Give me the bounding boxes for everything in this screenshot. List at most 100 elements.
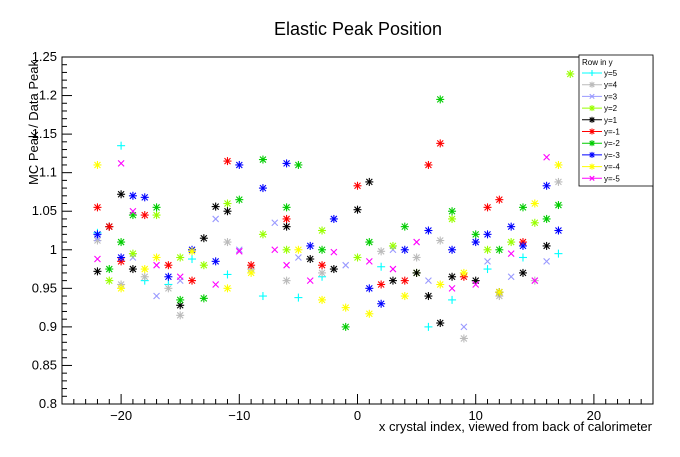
- legend-marker: [589, 81, 595, 88]
- y-tick-label: 0.85: [32, 357, 57, 372]
- data-point: [152, 211, 161, 220]
- data-point: [542, 181, 551, 190]
- data-point: [388, 276, 397, 285]
- data-point: [424, 226, 433, 235]
- data-point: [566, 69, 575, 78]
- data-point: [164, 261, 173, 270]
- legend-entry: y=5: [582, 69, 618, 78]
- x-tick-label: 0: [354, 408, 361, 423]
- data-point: [436, 280, 445, 289]
- data-point: [554, 177, 563, 186]
- data-point: [176, 311, 185, 320]
- data-point: [531, 277, 539, 285]
- data-point: [140, 211, 149, 220]
- data-point: [400, 222, 409, 231]
- legend-label: y=4: [604, 81, 618, 90]
- data-point: [483, 265, 492, 274]
- data-point: [306, 255, 315, 264]
- data-point: [117, 238, 126, 247]
- y-tick-label: 0.95: [32, 280, 57, 295]
- data-point: [152, 253, 161, 262]
- data-point: [295, 254, 302, 261]
- data-point: [223, 157, 232, 166]
- legend-marker: [589, 70, 595, 76]
- y-tick-label: 0.9: [39, 319, 57, 334]
- data-point: [329, 265, 338, 274]
- data-point: [223, 207, 232, 216]
- data-point: [424, 292, 433, 301]
- data-point: [377, 247, 386, 256]
- data-point: [188, 247, 197, 256]
- legend-label: y=-1: [604, 128, 620, 137]
- data-point: [518, 203, 527, 212]
- y-axis-label: MC Peak / Data Peak: [26, 60, 41, 185]
- data-point: [495, 245, 504, 254]
- legend-entry: y=-3: [582, 151, 620, 160]
- data-point: [93, 267, 102, 276]
- data-point: [483, 230, 492, 239]
- data-point: [448, 295, 457, 304]
- data-point: [117, 253, 126, 262]
- data-point: [554, 226, 563, 235]
- data-point: [212, 281, 220, 288]
- data-point: [318, 295, 327, 304]
- data-point: [483, 203, 492, 212]
- data-point: [341, 322, 350, 331]
- legend-entry: y=3: [582, 92, 618, 101]
- legend-marker: [589, 140, 595, 147]
- data-point: [105, 222, 114, 231]
- data-point: [342, 261, 350, 269]
- legend-marker: [589, 116, 595, 123]
- data-point: [460, 323, 468, 331]
- data-point: [436, 319, 445, 328]
- data-point: [389, 265, 397, 273]
- data-point: [318, 261, 327, 270]
- y-tick-label: 0.8: [39, 396, 57, 411]
- data-point: [412, 253, 421, 262]
- data-point: [365, 238, 374, 247]
- chart-title: Elastic Peak Position: [274, 19, 442, 39]
- data-point: [258, 155, 267, 164]
- data-point: [424, 322, 433, 331]
- data-point: [436, 139, 445, 148]
- data-point: [128, 211, 137, 220]
- data-point: [105, 265, 114, 274]
- data-point: [306, 241, 315, 250]
- data-point: [93, 203, 102, 212]
- data-point: [484, 257, 491, 265]
- data-point: [365, 284, 374, 293]
- data-point: [294, 293, 303, 302]
- y-axis: 0.8 0.85 0.9 0.95 1 1.05 1.1 1.15 1.2 1.25: [32, 49, 72, 411]
- data-point: [176, 273, 184, 281]
- data-point: [153, 292, 160, 300]
- legend-label: y=-2: [604, 139, 620, 148]
- legend-entry: y=1: [582, 116, 618, 125]
- data-point: [223, 270, 232, 279]
- legend: Row in y y=5 y=4 y=3 y=2 y=1 y=-1 y=-2 y=-3 y=-4…: [578, 54, 654, 187]
- y-tick-label: 1: [50, 242, 57, 257]
- data-point: [282, 245, 291, 254]
- data-point: [199, 294, 208, 303]
- data-point: [483, 245, 492, 254]
- data-point: [507, 250, 515, 258]
- data-point: [507, 222, 516, 231]
- legend-title: Row in y: [582, 58, 613, 67]
- data-point: [258, 230, 267, 239]
- data-point: [223, 238, 232, 247]
- data-point: [247, 268, 256, 277]
- y-tick-label: 1.15: [32, 126, 57, 141]
- data-point: [117, 160, 125, 167]
- data-point: [235, 246, 243, 254]
- data-point: [495, 288, 504, 297]
- data-point: [164, 272, 173, 281]
- data-point: [353, 253, 362, 262]
- data-point: [459, 268, 468, 277]
- data-point: [471, 276, 480, 285]
- data-point: [542, 241, 551, 250]
- data-point: [188, 255, 197, 264]
- data-point: [128, 265, 137, 274]
- data-point: [283, 261, 290, 269]
- data-point: [400, 292, 409, 301]
